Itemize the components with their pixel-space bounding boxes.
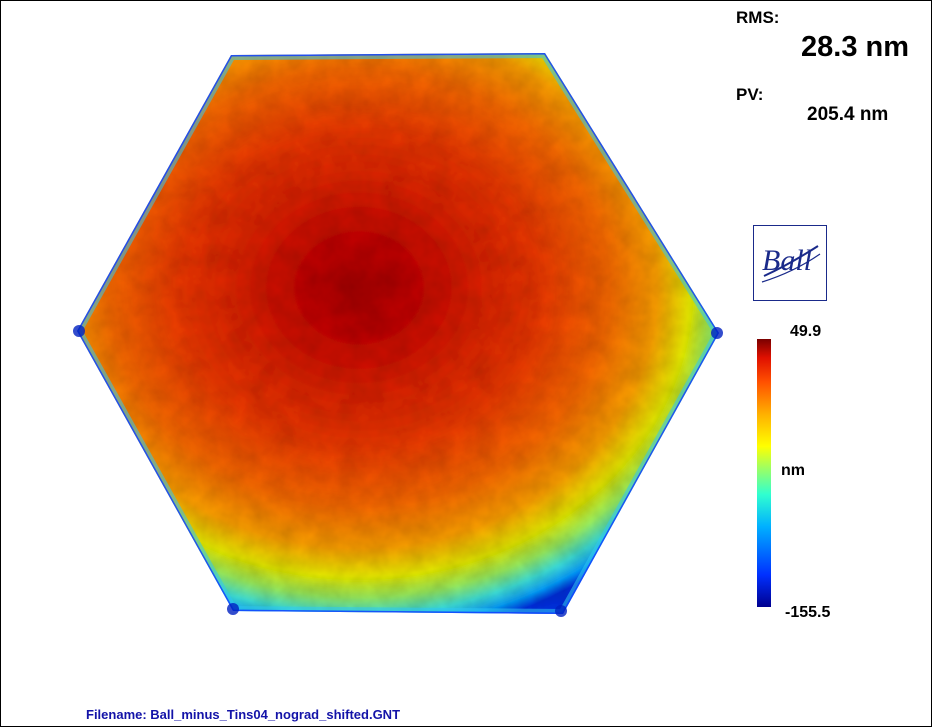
filename-label: Filename: Ball_minus_Tins04_nograd_shift… (86, 707, 401, 722)
pv-label: PV: (736, 85, 764, 104)
ball-logo-icon: Ball (761, 244, 821, 283)
rms-value: 28.3 nm (801, 31, 909, 63)
scale-min-value: -155.5 (785, 604, 831, 621)
svg-text:Ball: Ball (762, 244, 812, 277)
scale-max-value: 49.9 (790, 323, 822, 340)
scale-unit-label: nm (781, 462, 805, 479)
ball-logo: Ball (753, 225, 827, 301)
color-scale-bar (757, 339, 771, 607)
rms-label: RMS: (736, 8, 780, 27)
surface-map (73, 53, 723, 617)
pv-value: 205.4 nm (807, 104, 889, 125)
